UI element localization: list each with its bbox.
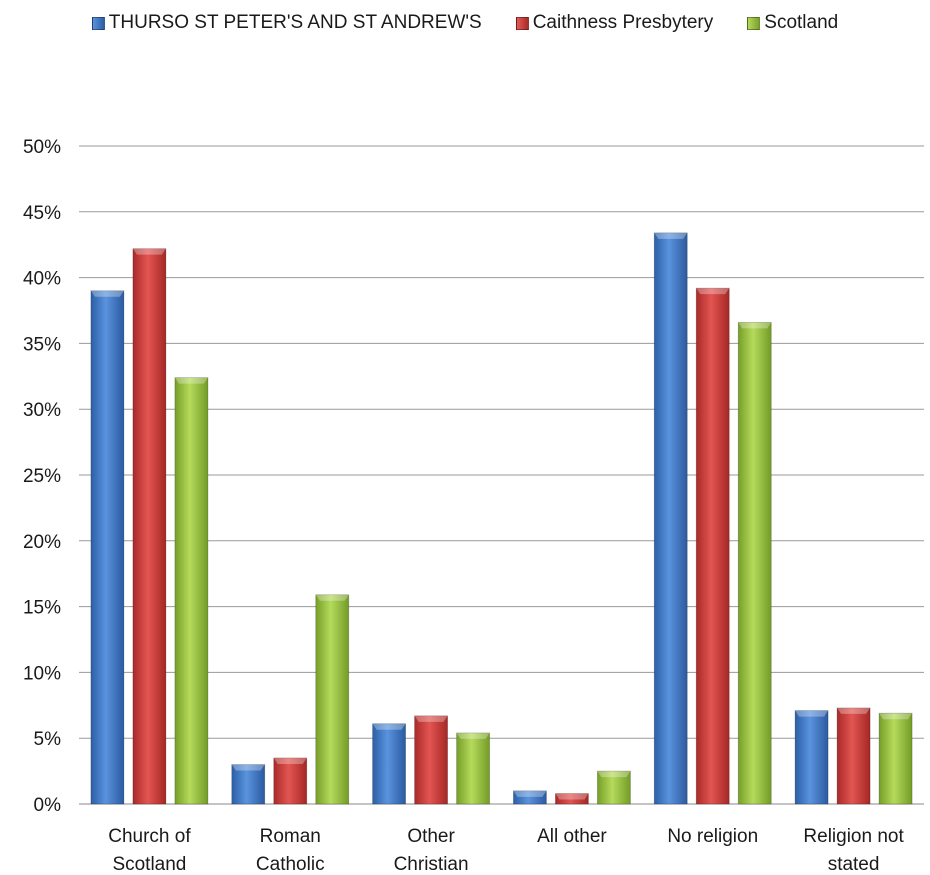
bar-thurso-4 [653, 232, 688, 805]
bar-caithness-4 [695, 287, 730, 805]
x-category-label: Church of Scotland [108, 826, 191, 875]
bar-caithness-3 [555, 793, 589, 805]
x-axis-categories: Church of Scotland Roman Catholic Other Chris… [108, 826, 904, 875]
x-category-label: Other Christian [394, 826, 469, 875]
x-category-label: All other [537, 826, 607, 847]
y-tick-label: 35% [23, 334, 61, 355]
legend-label-scotland: Scotland [764, 12, 839, 33]
x-category-label: No religion [667, 826, 758, 847]
bar-caithness-5 [836, 707, 871, 805]
y-tick-label: 20% [23, 532, 61, 553]
bar-thurso-0 [90, 290, 125, 805]
bar-thurso-3 [513, 790, 547, 805]
bar-thurso-2 [372, 723, 406, 805]
bar-thurso-5 [794, 710, 829, 805]
legend-swatch-thurso [91, 16, 105, 30]
chart-legend: THURSO ST PETER'S AND ST ANDREW'S Caithn… [0, 12, 930, 34]
y-tick-label: 10% [23, 663, 61, 684]
y-tick-label: 45% [23, 203, 61, 224]
legend-swatch-scotland [747, 16, 761, 30]
y-tick-label: 30% [23, 400, 61, 421]
y-tick-label: 50% [23, 137, 61, 158]
bar-scotland-3 [597, 770, 631, 805]
bar-caithness-1 [273, 757, 308, 805]
x-category-label: Religion not stated [803, 826, 904, 875]
legend-swatch-caithness [515, 16, 529, 30]
legend-item-thurso: THURSO ST PETER'S AND ST ANDREW'S [91, 12, 482, 34]
x-category-label: Roman Catholic [256, 826, 325, 875]
bar-caithness-0 [132, 248, 167, 805]
legend-item-caithness: Caithness Presbytery [515, 12, 714, 34]
y-tick-label: 40% [23, 269, 61, 290]
bar-thurso-1 [231, 764, 266, 805]
bar-scotland-5 [878, 712, 913, 805]
y-tick-label: 0% [34, 795, 62, 816]
legend-label-thurso: THURSO ST PETER'S AND ST ANDREW'S [108, 12, 482, 33]
grid-lines [79, 145, 924, 805]
legend-label-caithness: Caithness Presbytery [532, 12, 714, 33]
y-tick-label: 25% [23, 466, 61, 487]
bar-scotland-2 [456, 732, 490, 805]
y-tick-label: 5% [34, 729, 62, 750]
bar-scotland-1 [315, 594, 350, 805]
legend-item-scotland: Scotland [747, 12, 838, 34]
bar-scotland-4 [737, 321, 772, 805]
bars [90, 232, 913, 805]
y-axis-ticks: 0% 5% 10% 15% 20% 25% 30% 35% 40% 45% 50% [23, 137, 61, 816]
bar-caithness-2 [414, 715, 448, 805]
bar-scotland-0 [174, 377, 209, 805]
y-tick-label: 15% [23, 598, 61, 619]
